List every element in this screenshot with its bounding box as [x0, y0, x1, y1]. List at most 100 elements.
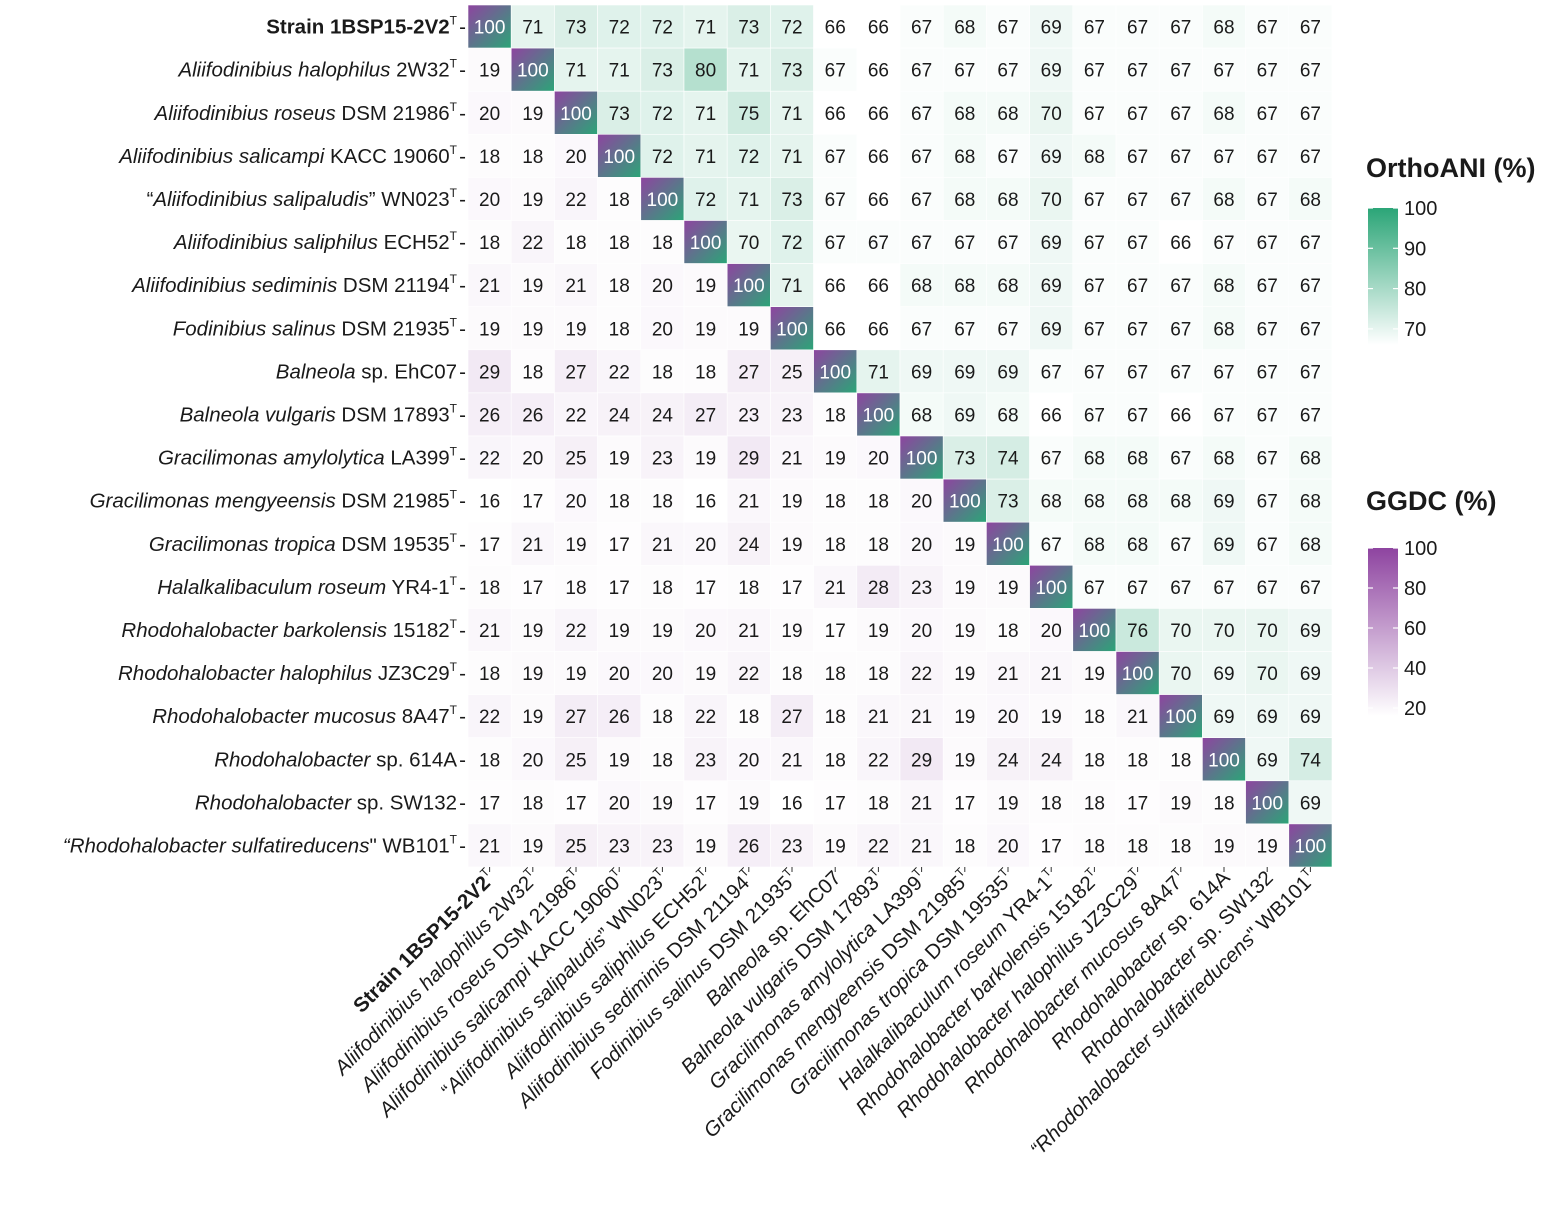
- cell-value-4-14: 67: [1084, 190, 1105, 211]
- cell-value-0-8: 66: [825, 18, 846, 39]
- cell-value-7-12: 67: [997, 319, 1018, 340]
- cell-value-0-10: 67: [911, 18, 932, 39]
- heatmap-cell-2-15: [1115, 90, 1160, 135]
- heatmap-cell-2-6: [726, 90, 771, 135]
- heatmap-cell-12-4: [640, 521, 685, 566]
- cell-value-5-7: 72: [781, 233, 802, 254]
- heatmap-cell-17-13: [1029, 737, 1074, 782]
- cell-value-1-0: 19: [479, 61, 500, 82]
- cell-value-3-19: 67: [1300, 147, 1321, 168]
- cell-value-10-9: 20: [868, 449, 889, 470]
- cell-value-1-10: 67: [911, 61, 932, 82]
- cell-value-4-13: 70: [1041, 190, 1062, 211]
- heatmap-cell-16-6: [726, 694, 771, 738]
- y-label-13: Halalkalibaculum roseum YR4-1T: [157, 574, 457, 599]
- heatmap-cell-8-1: [510, 349, 555, 394]
- cell-value-1-18: 67: [1257, 61, 1278, 82]
- cell-value-8-6: 27: [738, 362, 759, 383]
- y-tick-12: -: [459, 533, 466, 556]
- cell-value-1-5: 80: [695, 61, 716, 82]
- cell-value-16-2: 27: [565, 707, 586, 728]
- heatmap-cell-3-14: [1072, 134, 1117, 178]
- cell-value-14-11: 19: [954, 621, 975, 642]
- cell-value-3-3: 100: [603, 147, 635, 168]
- heatmap-cell-1-1: [510, 47, 555, 92]
- heatmap-cell-14-15: [1115, 608, 1160, 652]
- cell-value-14-6: 21: [738, 621, 759, 642]
- heatmap-cell-0-9: [856, 4, 901, 49]
- heatmap-cell-4-2: [554, 177, 598, 221]
- cell-value-19-16: 18: [1170, 836, 1191, 857]
- cell-value-19-2: 25: [565, 836, 586, 857]
- heatmap-cell-3-16: [1158, 134, 1203, 178]
- heatmap-cell-13-8: [813, 564, 858, 609]
- cell-value-3-17: 67: [1213, 147, 1234, 168]
- heatmap-cell-13-14: [1072, 564, 1117, 609]
- heatmap-cell-19-0: [467, 823, 512, 868]
- cell-value-16-15: 21: [1127, 707, 1148, 728]
- heatmap-cell-11-13: [1029, 478, 1074, 523]
- heatmap-cell-8-3: [597, 349, 642, 394]
- cell-value-13-19: 67: [1300, 578, 1321, 599]
- cell-value-15-4: 20: [652, 664, 673, 685]
- cell-value-1-17: 67: [1213, 61, 1234, 82]
- cell-value-11-2: 20: [565, 492, 586, 513]
- heatmap-cell-11-16: [1158, 478, 1203, 523]
- heatmap-cell-3-9: [856, 134, 901, 178]
- cell-value-9-1: 26: [522, 405, 543, 426]
- y-label-14: Rhodohalobacter barkolensis 15182T: [121, 617, 457, 642]
- heatmap-cell-14-19: [1288, 608, 1333, 652]
- heatmap-cell-18-8: [813, 780, 858, 825]
- cell-value-11-10: 20: [911, 492, 932, 513]
- cell-value-12-1: 21: [522, 535, 543, 556]
- heatmap-cell-14-18: [1245, 608, 1290, 652]
- heatmap-cell-7-17: [1202, 306, 1246, 351]
- cell-value-0-14: 67: [1084, 18, 1105, 39]
- heatmap-cell-4-10: [899, 177, 944, 221]
- heatmap-cell-14-0: [467, 608, 512, 652]
- heatmap-cell-3-19: [1288, 134, 1333, 178]
- cell-value-16-4: 18: [652, 707, 673, 728]
- heatmap-cell-6-5: [683, 263, 728, 308]
- cell-value-14-15: 76: [1127, 621, 1148, 642]
- cell-value-9-16: 66: [1170, 405, 1191, 426]
- heatmap-cell-16-14: [1072, 694, 1117, 738]
- cell-value-18-11: 17: [954, 793, 975, 814]
- cell-value-19-5: 19: [695, 836, 716, 857]
- cell-value-11-7: 19: [781, 492, 802, 513]
- heatmap-cell-15-11: [942, 651, 987, 695]
- heatmap-cell-6-14: [1072, 263, 1117, 308]
- cell-value-5-11: 67: [954, 233, 975, 254]
- cell-value-7-19: 67: [1300, 319, 1321, 340]
- heatmap-cell-14-1: [510, 608, 555, 652]
- cell-value-10-5: 19: [695, 449, 716, 470]
- heatmap-cell-3-15: [1115, 134, 1160, 178]
- heatmap-cell-11-0: [467, 478, 512, 523]
- heatmap-cell-6-3: [597, 263, 642, 308]
- heatmap-cell-16-15: [1115, 694, 1160, 738]
- heatmap-cell-5-9: [856, 220, 901, 264]
- cell-value-14-12: 18: [997, 621, 1018, 642]
- heatmap-cell-10-16: [1158, 435, 1203, 480]
- heatmap-cell-10-10: [899, 435, 944, 480]
- cell-value-9-4: 24: [652, 405, 674, 426]
- heatmap-cell-5-6: [726, 220, 771, 264]
- heatmap-cell-3-6: [726, 134, 771, 178]
- cell-value-16-18: 69: [1257, 707, 1278, 728]
- cell-value-15-16: 70: [1170, 664, 1191, 685]
- cell-value-19-7: 23: [781, 836, 802, 857]
- cell-value-3-11: 68: [954, 147, 975, 168]
- heatmap-cell-3-18: [1245, 134, 1290, 178]
- cell-value-5-17: 67: [1213, 233, 1234, 254]
- heatmap-cell-1-0: [467, 47, 512, 92]
- heatmap-cell-19-14: [1072, 823, 1117, 868]
- heatmap-cell-10-15: [1115, 435, 1160, 480]
- cell-value-7-7: 100: [776, 319, 808, 340]
- heatmap-cell-1-4: [640, 47, 685, 92]
- heatmap-cell-10-3: [597, 435, 642, 480]
- heatmap-cell-11-15: [1115, 478, 1160, 523]
- cell-value-12-9: 18: [868, 535, 889, 556]
- cell-value-3-6: 72: [738, 147, 759, 168]
- y-tick-1: -: [459, 59, 466, 82]
- cell-value-12-7: 19: [781, 535, 802, 556]
